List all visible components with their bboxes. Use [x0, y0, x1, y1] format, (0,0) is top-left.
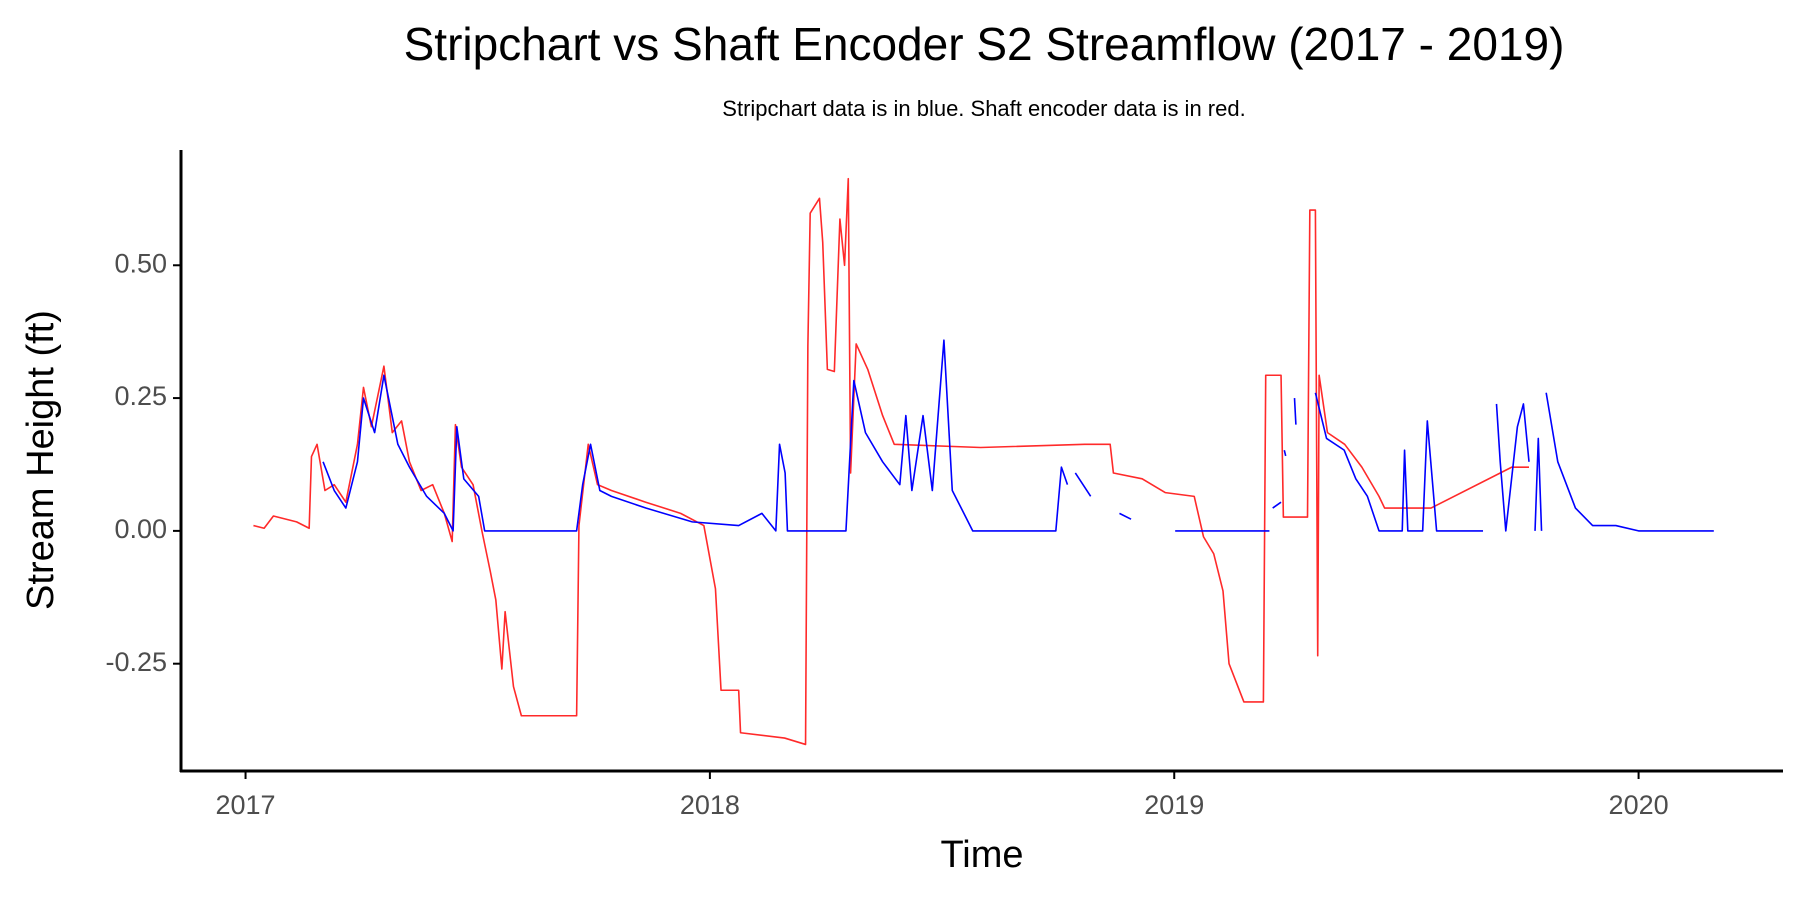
series-line [253, 177, 1529, 746]
x-axis-label: Time [940, 834, 1023, 876]
chart-subtitle: Stripchart data is in blue. Shaft encode… [722, 96, 1245, 121]
y-tick-label: 0.00 [114, 514, 167, 544]
x-tick-label: 2018 [680, 790, 740, 820]
y-tick-label: 0.25 [114, 381, 167, 411]
chart-title: Stripchart vs Shaft Encoder S2 Streamflo… [404, 18, 1565, 70]
x-tick-label: 2017 [216, 790, 276, 820]
y-tick-label: 0.50 [114, 248, 167, 278]
y-axis-label: Stream Height (ft) [20, 310, 62, 610]
x-tick-label: 2019 [1144, 790, 1204, 820]
x-tick-label: 2020 [1609, 790, 1669, 820]
y-tick-label: -0.25 [105, 647, 167, 677]
series-line [322, 339, 1714, 532]
